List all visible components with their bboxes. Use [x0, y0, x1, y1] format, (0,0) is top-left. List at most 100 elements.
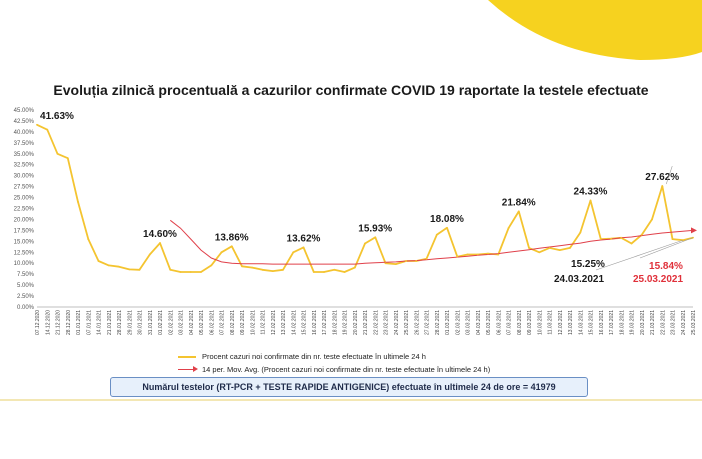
y-tick-label: 20.00%	[14, 217, 35, 223]
data-point	[548, 247, 551, 249]
x-tick-label: 02.03.2021	[455, 310, 461, 335]
y-tick-label: 30.00%	[14, 174, 35, 180]
data-point	[425, 257, 428, 260]
x-tick-label: 04.03.2021	[476, 310, 482, 335]
data-point	[77, 201, 79, 203]
tests-count-banner: Numărul testelor (RT-PCR + TESTE RAPIDE …	[110, 377, 588, 397]
data-point	[364, 242, 366, 245]
data-label: 13.62%	[287, 233, 321, 244]
legend-label-moving-average: 14 per. Mov. Avg. (Procent cazuri noi co…	[202, 365, 491, 374]
y-tick-label: 45.00%	[14, 108, 35, 114]
y-tick-label: 22.50%	[14, 207, 35, 213]
callout-leader-line-2	[639, 237, 694, 259]
callout-value-2: 15.84%	[649, 261, 683, 272]
x-tick-label: 21.01.2021	[107, 310, 113, 335]
y-tick-label: 15.00%	[14, 239, 35, 245]
data-point	[630, 242, 633, 245]
series-line-moving-average	[169, 219, 694, 265]
x-tick-label: 25.03.2021	[691, 310, 697, 335]
x-tick-label: 31.01.2021	[148, 310, 154, 335]
x-tick-label: 29.01.2021	[127, 310, 133, 335]
data-point	[435, 233, 438, 236]
data-label: 21.84%	[502, 197, 536, 208]
data-labels: 41.63% 14.60% 13.86% 13.62% 15.93% 18.08% 21.8…	[40, 111, 694, 285]
data-point	[189, 271, 192, 273]
data-label: 18.08%	[430, 214, 464, 225]
y-tick-label: 5.00%	[17, 283, 35, 289]
data-point	[456, 255, 459, 258]
data-point	[671, 238, 674, 241]
x-tick-label: 16.02.2021	[312, 310, 318, 335]
data-point	[558, 249, 561, 251]
data-point	[241, 265, 243, 268]
x-tick-label: 07.02.2021	[220, 310, 226, 335]
data-point	[138, 268, 141, 271]
x-tick-label: 14.12.2020	[45, 310, 51, 335]
y-tick-label: 25.00%	[14, 196, 35, 202]
data-point	[610, 237, 612, 240]
data-point	[487, 252, 489, 255]
x-tick-label: 25.02.2021	[404, 310, 410, 335]
x-tick-label: 28.01.2021	[117, 310, 123, 335]
x-tick-label: 13.03.2021	[568, 310, 574, 335]
data-label: 41.63%	[40, 111, 74, 122]
x-tick-label: 08.03.2021	[517, 310, 523, 335]
x-tick-label: 20.03.2021	[640, 310, 646, 335]
data-point	[271, 270, 274, 273]
x-axis: 07.12.2020 14.12.2020 21.12.2020 28.12.2020…	[35, 306, 697, 335]
y-tick-label: 37.50%	[14, 141, 35, 147]
data-point	[466, 253, 469, 256]
data-point	[261, 268, 264, 271]
data-point	[517, 210, 520, 213]
data-point	[220, 251, 223, 254]
x-tick-label: 28.12.2020	[66, 310, 72, 335]
x-tick-label: 09.02.2021	[240, 310, 246, 335]
x-tick-label: 11.02.2021	[261, 310, 267, 335]
data-label: 13.86%	[215, 232, 249, 243]
y-tick-label: 40.00%	[14, 130, 35, 136]
legend-swatch-moving-average	[178, 366, 198, 372]
y-tick-label: 27.50%	[14, 185, 35, 191]
peak-leader-line	[665, 165, 673, 185]
y-tick-label: 12.50%	[14, 250, 35, 256]
x-tick-label: 16.03.2021	[599, 310, 605, 335]
data-point	[179, 271, 182, 273]
chart-title: Evoluția zilnică procentuală a cazurilor…	[53, 82, 649, 98]
x-tick-label: 15.02.2021	[302, 310, 308, 335]
data-point	[36, 123, 38, 126]
x-tick-label: 07.12.2020	[35, 310, 41, 335]
y-tick-label: 35.00%	[14, 152, 35, 158]
data-point	[46, 128, 49, 131]
plot-area	[36, 123, 697, 273]
data-point	[384, 262, 387, 265]
x-tick-label: 04.02.2021	[189, 310, 195, 335]
x-tick-label: 12.03.2021	[558, 310, 564, 335]
data-point	[599, 238, 602, 241]
data-point	[589, 199, 592, 202]
data-point	[661, 185, 664, 187]
data-point	[651, 218, 653, 221]
data-point	[538, 251, 541, 254]
x-tick-label: 17.03.2021	[609, 310, 615, 335]
y-axis: 0.00% 2.50% 5.00% 7.50% 10.00% 12.50% 15.00% 17…	[14, 108, 35, 311]
data-point	[620, 236, 623, 239]
x-tick-label: 24.03.2021	[681, 310, 687, 335]
x-tick-label: 17.02.2021	[322, 310, 328, 335]
x-tick-label: 22.02.2021	[373, 310, 379, 335]
x-tick-label: 13.02.2021	[281, 310, 287, 335]
x-tick-label: 01.03.2021	[445, 310, 451, 335]
x-tick-label: 30.01.2021	[138, 310, 144, 335]
data-point	[497, 253, 500, 256]
data-point	[394, 263, 397, 265]
x-tick-label: 20.02.2021	[353, 310, 359, 335]
x-tick-label: 18.02.2021	[332, 310, 338, 335]
x-tick-label: 26.02.2021	[414, 310, 420, 335]
x-tick-label: 07.01.2021	[86, 310, 92, 335]
data-point	[56, 152, 59, 155]
x-tick-label: 05.03.2021	[486, 310, 492, 335]
x-tick-label: 08.02.2021	[230, 310, 236, 335]
legend: Procent cazuri noi confirmate din nr. te…	[178, 350, 490, 376]
x-tick-label: 12.02.2021	[271, 310, 277, 335]
x-tick-label: 19.03.2021	[630, 310, 636, 335]
